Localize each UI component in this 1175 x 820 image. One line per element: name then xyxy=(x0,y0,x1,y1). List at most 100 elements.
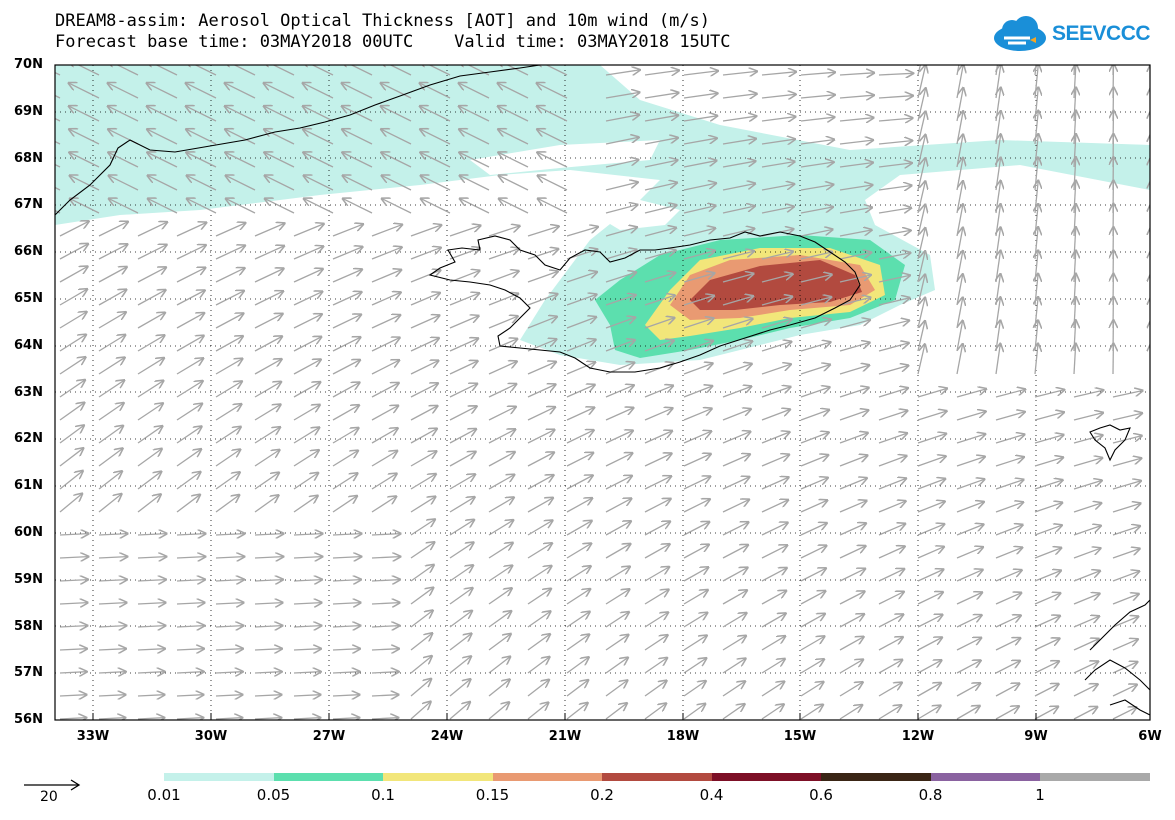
wind-arrow xyxy=(176,603,204,604)
wind-arrow xyxy=(917,434,946,444)
wind-arrow xyxy=(605,340,635,352)
wind-arrow xyxy=(644,408,672,421)
wind-arrow xyxy=(1151,251,1152,282)
wind-arrow xyxy=(644,476,671,490)
wind-arrow xyxy=(917,65,926,99)
wind-arrow xyxy=(722,116,756,121)
wind-arrow xyxy=(839,546,865,559)
colorbar-label: 0.05 xyxy=(256,786,291,804)
wind-arrow xyxy=(917,615,942,628)
wind-arrow xyxy=(137,534,166,535)
wind-arrow xyxy=(488,362,517,375)
wind-arrow xyxy=(137,222,167,237)
wind-arrow xyxy=(460,199,490,214)
wind-arrow xyxy=(1034,390,1064,398)
wind-arrow xyxy=(148,199,178,214)
wind-arrow xyxy=(488,452,515,467)
wind-arrow xyxy=(878,118,912,121)
wind-arrow xyxy=(488,407,516,421)
wind-arrow xyxy=(683,636,707,651)
wind-arrow xyxy=(527,272,558,283)
wind-arrow xyxy=(215,534,244,535)
coastlines xyxy=(55,65,1150,716)
wind-arrow xyxy=(215,472,240,490)
wind-arrow xyxy=(527,498,553,513)
wind-arrow xyxy=(460,153,490,168)
wind-arrow xyxy=(683,386,712,398)
wind-arrow xyxy=(878,388,908,398)
wind-arrow xyxy=(410,497,435,513)
latitude-label: 56N xyxy=(14,712,43,728)
wind-reference-label: 20 xyxy=(40,789,58,805)
wind-arrow xyxy=(254,223,284,237)
wind-arrow xyxy=(332,247,362,260)
wind-arrow xyxy=(1034,639,1059,651)
wind-arrow xyxy=(109,153,139,168)
wind-arrow xyxy=(644,138,678,145)
colorbar-segment xyxy=(711,773,821,781)
wind-arrow xyxy=(995,684,1019,697)
wind-arrow xyxy=(995,638,1020,651)
wind-arrow xyxy=(956,525,983,536)
wind-arrow xyxy=(98,626,126,627)
colorbar-segment xyxy=(492,773,602,781)
wind-arrow xyxy=(187,199,217,214)
wind-arrow xyxy=(1152,685,1175,696)
wind-arrow xyxy=(215,718,242,719)
wind-arrow xyxy=(488,520,513,536)
wind-arrow xyxy=(917,638,942,651)
wind-arrow xyxy=(59,471,83,490)
colorbar-segment xyxy=(602,773,712,781)
wind-arrow xyxy=(59,534,88,535)
wind-arrow xyxy=(459,106,490,122)
latitude-label: 62N xyxy=(14,431,43,447)
wind-arrow xyxy=(878,705,901,720)
wind-arrow xyxy=(722,636,746,651)
wind-arrow xyxy=(215,246,245,260)
wind-arrow xyxy=(800,500,827,513)
wind-arrow xyxy=(527,249,558,260)
wind-arrow xyxy=(800,705,823,720)
wind-arrow xyxy=(566,521,592,536)
wind-arrow xyxy=(254,603,282,604)
colorbar-label: 0.2 xyxy=(590,786,614,804)
wind-arrow xyxy=(956,593,982,605)
wind-arrow xyxy=(527,589,551,605)
wind-arrow xyxy=(332,496,357,513)
wind-arrow xyxy=(1152,662,1175,673)
wind-arrow xyxy=(421,153,451,168)
wind-arrow xyxy=(800,72,835,75)
wind-arrow xyxy=(108,83,139,99)
wind-reference-arrow xyxy=(24,779,81,791)
wind-arrow xyxy=(137,267,166,283)
wind-arrow xyxy=(761,659,785,674)
wind-arrow xyxy=(605,476,632,490)
wind-arrow xyxy=(995,570,1022,582)
wind-arrow xyxy=(839,592,864,605)
wind-arrow xyxy=(59,494,82,513)
colorbar-label: 1 xyxy=(1035,786,1045,804)
wind-arrow xyxy=(722,274,753,283)
wind-arrow xyxy=(1151,134,1152,167)
wind-arrow xyxy=(1112,391,1142,398)
wind-arrow xyxy=(332,292,361,306)
wind-arrow xyxy=(332,534,361,535)
wind-arrow xyxy=(800,320,831,329)
wind-arrow xyxy=(137,245,166,260)
wind-arrow xyxy=(800,185,833,191)
wind-arrow xyxy=(605,92,639,99)
wind-arrow xyxy=(878,569,904,582)
wind-arrow xyxy=(147,106,178,122)
wind-arrow xyxy=(186,129,217,145)
wind-arrow xyxy=(761,636,785,651)
wind-arrow xyxy=(498,106,529,122)
wind-arrow xyxy=(1112,685,1137,697)
wind-arrow xyxy=(59,603,87,604)
wind-arrow xyxy=(917,456,946,467)
wind-arrow xyxy=(215,557,244,558)
wind-arrow xyxy=(761,207,794,214)
wind-arrow xyxy=(420,65,451,76)
wind-arrow xyxy=(293,473,318,490)
wind-arrow xyxy=(137,358,164,375)
wind-arrow xyxy=(538,153,568,168)
